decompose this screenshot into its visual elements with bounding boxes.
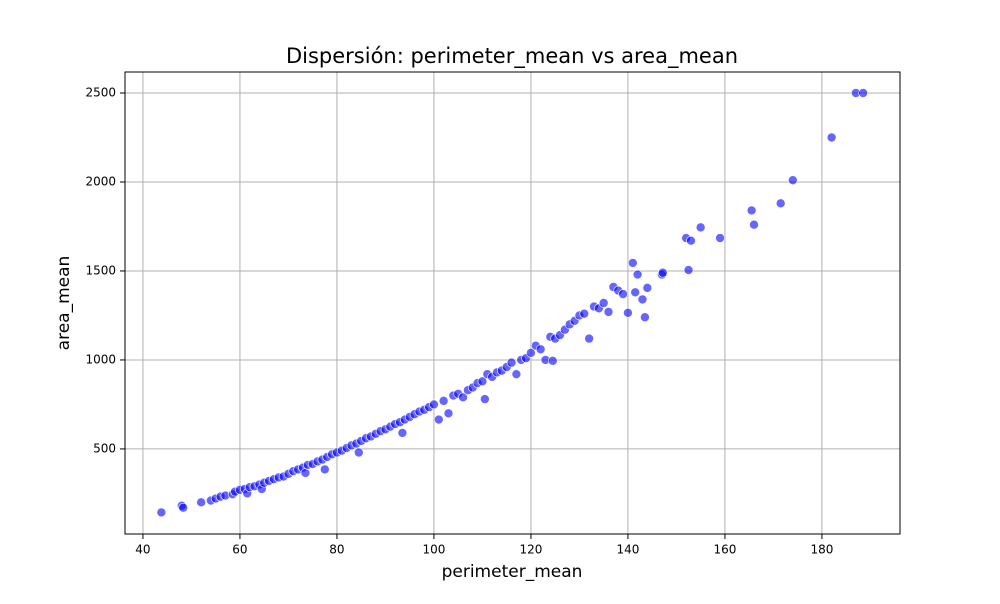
point bbox=[579, 308, 590, 319]
point bbox=[627, 258, 638, 268]
point bbox=[598, 298, 609, 308]
point bbox=[642, 283, 653, 293]
point bbox=[630, 287, 641, 298]
y-tick-label: 2500 bbox=[85, 86, 116, 100]
y-axis-label: area_mean bbox=[54, 256, 74, 351]
point bbox=[746, 205, 757, 216]
point bbox=[637, 294, 648, 305]
y-tick-label: 1500 bbox=[85, 263, 116, 277]
x-tick-label: 120 bbox=[519, 543, 542, 557]
x-tick-label: 80 bbox=[329, 543, 344, 557]
point bbox=[788, 175, 798, 186]
point bbox=[353, 447, 364, 458]
point bbox=[320, 464, 330, 475]
y-tick-label: 2000 bbox=[85, 174, 116, 188]
point bbox=[438, 396, 449, 406]
x-tick-label: 100 bbox=[422, 543, 445, 557]
point bbox=[480, 394, 490, 404]
x-tick-label: 60 bbox=[232, 543, 247, 557]
point bbox=[429, 399, 439, 410]
point bbox=[695, 222, 706, 233]
point bbox=[526, 348, 536, 358]
x-tick-label: 40 bbox=[135, 543, 150, 557]
plot-frame bbox=[124, 71, 901, 535]
point bbox=[547, 356, 558, 366]
x-tick-label: 160 bbox=[713, 543, 736, 557]
point bbox=[603, 307, 614, 317]
point bbox=[535, 344, 546, 355]
point bbox=[477, 376, 488, 387]
x-tick-label: 180 bbox=[810, 543, 833, 557]
point bbox=[632, 269, 643, 280]
point bbox=[511, 369, 522, 379]
point bbox=[433, 414, 444, 425]
point bbox=[196, 497, 206, 508]
point bbox=[300, 468, 311, 478]
point bbox=[397, 428, 408, 438]
point bbox=[506, 357, 517, 368]
point bbox=[826, 132, 837, 143]
y-tick-label: 500 bbox=[93, 441, 116, 455]
point bbox=[640, 312, 650, 323]
y-tick-label: 1000 bbox=[85, 352, 116, 366]
x-tick-label: 140 bbox=[616, 543, 639, 557]
point bbox=[658, 267, 668, 278]
point bbox=[584, 333, 594, 344]
point bbox=[458, 392, 468, 403]
x-axis-label: perimeter_mean bbox=[442, 562, 583, 582]
point bbox=[623, 307, 633, 318]
point bbox=[156, 507, 167, 518]
point bbox=[749, 219, 759, 230]
point bbox=[858, 88, 868, 98]
chart-title: Dispersión: perimeter_mean vs area_mean bbox=[286, 44, 738, 69]
point bbox=[178, 502, 188, 513]
point bbox=[443, 408, 454, 419]
point bbox=[618, 289, 628, 299]
point bbox=[715, 233, 725, 243]
point bbox=[686, 235, 696, 246]
point bbox=[683, 265, 694, 275]
point bbox=[775, 198, 786, 209]
